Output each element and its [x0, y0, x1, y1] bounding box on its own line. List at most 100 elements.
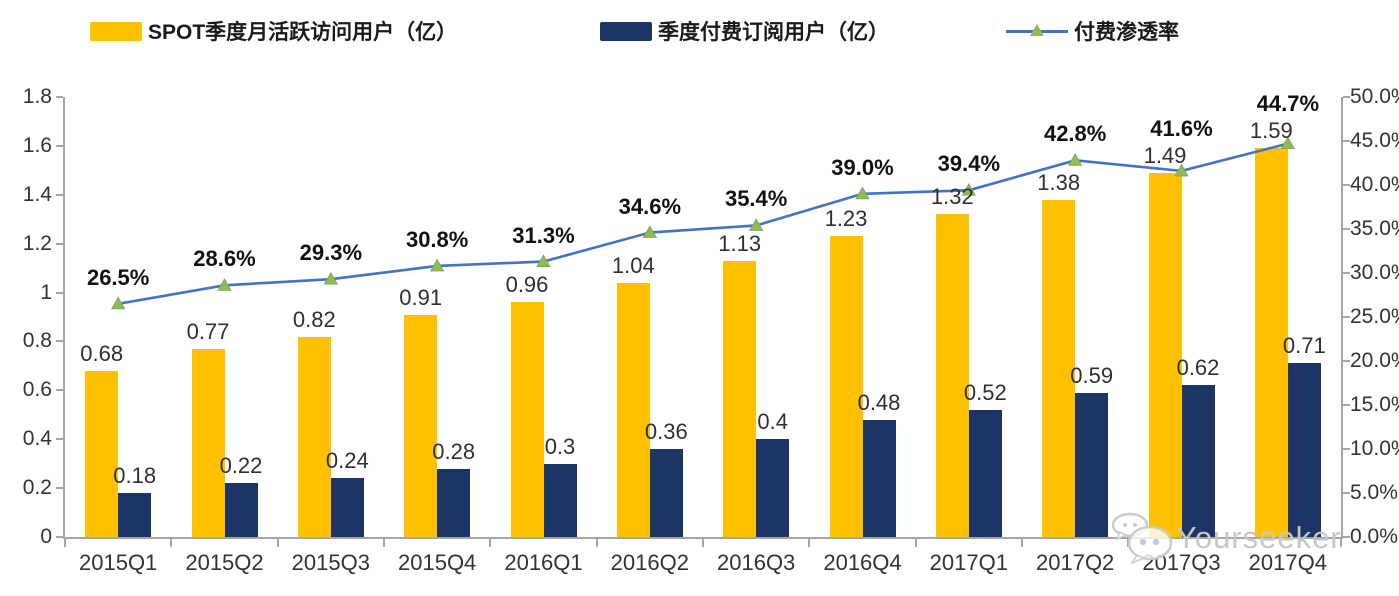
- x-axis-category-label: 2016Q4: [823, 550, 902, 575]
- x-axis-category-label: 2015Q1: [79, 550, 158, 575]
- x-axis-tick: [808, 539, 811, 547]
- right-axis-tick-label: 50.0%: [1350, 85, 1399, 108]
- right-axis-tick: [1343, 140, 1350, 142]
- left-axis-tick: [56, 536, 63, 538]
- bar-subscribers: [330, 478, 364, 537]
- x-axis-tick: [595, 539, 598, 547]
- mau-value-label: 1.04: [611, 252, 655, 278]
- right-axis-tick: [1343, 536, 1350, 538]
- mau-value-label: 0.82: [292, 306, 336, 332]
- legend-item-mau: SPOT季度月活跃访问用户（亿）: [90, 18, 457, 44]
- penetration-value-label: 26.5%: [86, 264, 150, 290]
- x-axis-category-label: 2015Q3: [291, 550, 370, 575]
- x-axis-category-label: 2015Q2: [185, 550, 264, 575]
- left-axis-tick-label: 1.6: [22, 133, 52, 157]
- bar-mau: [1254, 148, 1288, 537]
- left-axis-tick-label: 0.6: [22, 378, 52, 402]
- subscribers-value-label: 0.22: [219, 453, 263, 479]
- bar-mau: [1148, 172, 1182, 537]
- triangle-marker: [323, 271, 339, 285]
- right-axis-tick-label: 40.0%: [1350, 173, 1399, 196]
- subscribers-value-label: 0.4: [757, 409, 788, 435]
- right-axis-tick-label: 20.0%: [1350, 349, 1399, 372]
- left-axis-tick: [56, 291, 63, 294]
- left-axis-tick: [56, 389, 63, 392]
- left-axis-line: [63, 97, 65, 537]
- right-axis-tick-label: 35.0%: [1350, 217, 1399, 240]
- watermark: Yourseeker: [1106, 512, 1342, 564]
- x-axis-category-label: 2016Q2: [610, 550, 689, 575]
- mau-value-label: 1.13: [718, 230, 762, 256]
- left-axis-tick: [56, 340, 63, 343]
- left-axis-tick: [56, 438, 63, 441]
- bar-subscribers: [756, 439, 790, 537]
- bar-mau: [404, 314, 438, 537]
- mau-value-label: 0.77: [186, 318, 230, 344]
- mau-value-label: 1.23: [824, 206, 868, 232]
- bar-subscribers: [1287, 363, 1321, 537]
- x-axis-category-label: 2017Q4: [1248, 550, 1327, 575]
- left-axis-tick-label: 1: [40, 280, 52, 304]
- legend-item-penetration: 付费渗透率: [1006, 18, 1179, 44]
- left-axis-tick: [56, 242, 63, 245]
- x-axis-category-label: 2016Q3: [717, 550, 796, 575]
- wechat-bubbles-icon: [1111, 512, 1173, 564]
- left-axis-tick: [56, 487, 63, 490]
- bar-subscribers: [649, 449, 683, 537]
- x-axis-category-label: 2017Q2: [1036, 550, 1115, 575]
- right-axis-line: [1341, 97, 1343, 537]
- right-axis-tick: [1343, 184, 1350, 186]
- x-axis-tick: [914, 539, 917, 547]
- right-axis-tick: [1343, 228, 1350, 230]
- triangle-marker: [110, 296, 126, 310]
- triangle-marker: [961, 182, 977, 196]
- penetration-value-label: 29.3%: [299, 240, 363, 266]
- x-axis-category-label: 2015Q4: [398, 550, 477, 575]
- right-axis-tick: [1343, 492, 1350, 494]
- right-axis-tick: [1343, 96, 1350, 98]
- penetration-value-label: 39.0%: [831, 154, 894, 180]
- penetration-value-label: 44.7%: [1256, 91, 1320, 117]
- mau-value-label: 1.49: [1143, 142, 1187, 168]
- left-axis-tick-label: 1.4: [22, 182, 52, 206]
- triangle-marker: [855, 186, 870, 200]
- right-axis-tick: [1343, 404, 1350, 406]
- left-axis-tick-label: 0.4: [22, 427, 52, 451]
- bar-subscribers: [224, 483, 258, 537]
- subscribers-value-label: 0.3: [544, 433, 576, 459]
- right-axis-tick: [1343, 360, 1350, 362]
- penetration-value-label: 28.6%: [193, 246, 256, 272]
- mau-value-label: 0.91: [399, 284, 443, 310]
- x-axis-tick: [1233, 539, 1236, 547]
- penetration-value-label: 31.3%: [512, 222, 575, 248]
- x-axis-category-label: 2016Q1: [504, 550, 583, 575]
- mau-value-label: 1.38: [1037, 169, 1081, 195]
- x-axis-tick: [1340, 539, 1342, 547]
- penetration-value-label: 41.6%: [1150, 115, 1213, 141]
- x-axis-tick: [702, 539, 704, 547]
- mau-value-label: 1.59: [1249, 118, 1293, 144]
- right-axis-tick-label: 45.0%: [1350, 129, 1399, 152]
- triangle-marker: [642, 225, 658, 238]
- subscribers-value-label: 0.48: [857, 389, 901, 415]
- bar-mau: [723, 260, 757, 537]
- right-axis-tick-label: 15.0%: [1350, 393, 1399, 416]
- penetration-value-label: 34.6%: [618, 193, 682, 219]
- triangle-marker: [748, 218, 764, 231]
- x-axis-line: [63, 537, 1343, 539]
- bar-subscribers: [118, 493, 152, 537]
- triangle-marker: [1067, 153, 1083, 166]
- triangle-marker: [1280, 136, 1296, 150]
- right-axis-tick: [1343, 272, 1350, 274]
- subscribers-value-label: 0.62: [1176, 355, 1220, 381]
- mau-value-label: 0.96: [505, 272, 549, 298]
- left-axis-tick: [56, 193, 63, 196]
- bar-mau: [510, 302, 544, 537]
- subscribers-value-label: 0.59: [1070, 362, 1114, 388]
- subscribers-value-label: 0.24: [325, 448, 369, 474]
- left-axis-tick-label: 0.2: [22, 476, 52, 500]
- x-axis-tick: [170, 539, 173, 547]
- penetration-legend-label: 付费渗透率: [1074, 21, 1179, 44]
